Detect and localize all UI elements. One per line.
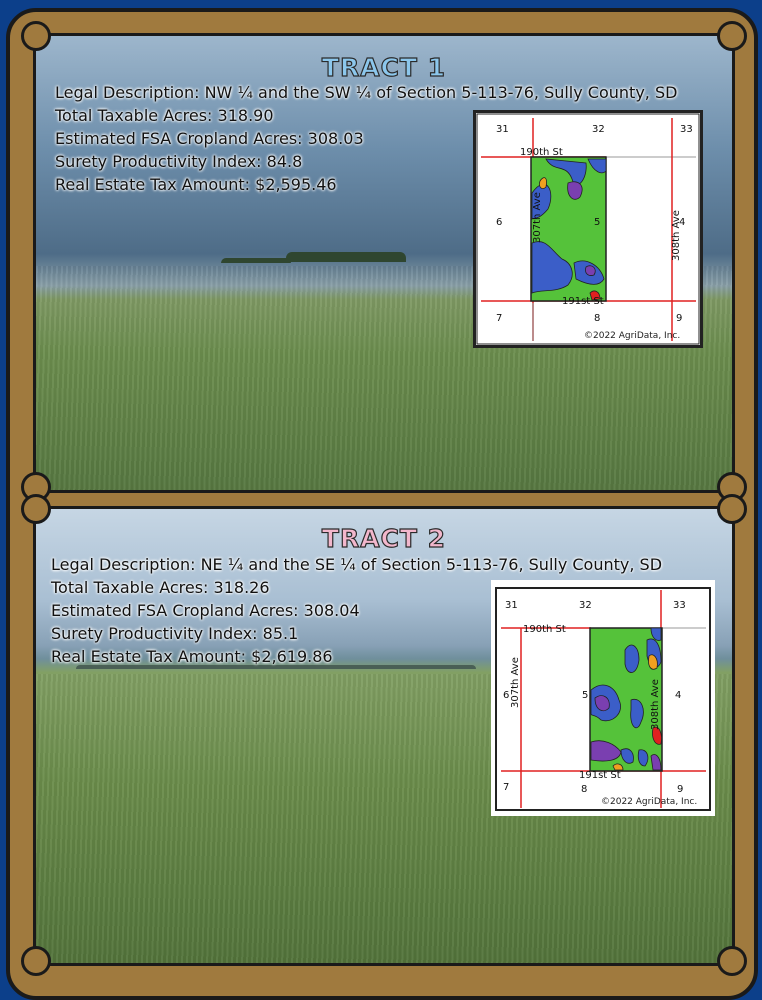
tract-2-info: Legal Description: NE ¼ and the SE ¼ of … [51, 553, 662, 668]
section-label: 7 [496, 313, 502, 324]
section-label: 31 [505, 600, 518, 611]
road-label: 307th Ave [510, 657, 521, 708]
section-label: 33 [680, 124, 693, 135]
section-label: 7 [503, 782, 509, 793]
section-label: 5 [594, 217, 600, 228]
section-label: 6 [496, 217, 502, 228]
notch [21, 946, 51, 976]
fsa-cropland-acres: Estimated FSA Cropland Acres: 308.03 [55, 129, 364, 148]
section-label: 4 [675, 690, 681, 701]
legal-description: Legal Description: NW ¼ and the SW ¼ of … [55, 83, 678, 102]
productivity-index: Surety Productivity Index: 85.1 [51, 624, 299, 643]
section-label: 8 [594, 313, 600, 324]
fsa-cropland-acres: Estimated FSA Cropland Acres: 308.04 [51, 601, 360, 620]
legal-description: Legal Description: NE ¼ and the SE ¼ of … [51, 555, 663, 574]
section-label: 9 [676, 313, 682, 324]
tree-line [221, 258, 291, 263]
road-label: 308th Ave [671, 210, 682, 261]
notch [717, 21, 747, 51]
road-label: 191st St [562, 296, 604, 307]
road-label: 190th St [523, 624, 566, 635]
tract-2-soil-map: 31 32 33 6 5 4 7 8 9 190th St 191st St 3… [491, 580, 715, 816]
tract-1-title: TRACT 1 [321, 52, 447, 82]
section-label: 9 [677, 784, 683, 795]
map-copyright: ©2022 AgriData, Inc. [584, 331, 680, 341]
section-label: 8 [581, 784, 587, 795]
tract-1-panel: TRACT 1 Legal Description: NW ¼ and the … [33, 33, 735, 493]
road-label: 190th St [520, 147, 563, 158]
section-label: 31 [496, 124, 509, 135]
section-label: 5 [582, 690, 588, 701]
total-taxable-acres: Total Taxable Acres: 318.90 [55, 106, 274, 125]
tract-1-info: Legal Description: NW ¼ and the SW ¼ of … [55, 81, 677, 196]
road-label: 191st St [579, 770, 621, 781]
section-label: 33 [673, 600, 686, 611]
tree-line [76, 665, 476, 669]
real-estate-tax: Real Estate Tax Amount: $2,595.46 [55, 175, 337, 194]
road-label: 307th Ave [532, 192, 543, 243]
notch [21, 494, 51, 524]
tract-1-soil-map: 31 32 33 6 5 4 7 8 9 190th St 191st St 3… [473, 110, 703, 348]
notch [717, 946, 747, 976]
map-copyright: ©2022 AgriData, Inc. [601, 797, 697, 807]
section-label: 32 [592, 124, 605, 135]
notch [21, 21, 51, 51]
real-estate-tax: Real Estate Tax Amount: $2,619.86 [51, 647, 333, 666]
tree-line [286, 252, 406, 262]
tract-2-title: TRACT 2 [321, 523, 447, 553]
section-label: 6 [503, 690, 509, 701]
road-label: 308th Ave [650, 679, 661, 730]
notch [717, 494, 747, 524]
total-taxable-acres: Total Taxable Acres: 318.26 [51, 578, 270, 597]
productivity-index: Surety Productivity Index: 84.8 [55, 152, 303, 171]
section-label: 4 [679, 217, 685, 228]
section-label: 32 [579, 600, 592, 611]
tract-2-panel: TRACT 2 Legal Description: NE ¼ and the … [33, 506, 735, 966]
